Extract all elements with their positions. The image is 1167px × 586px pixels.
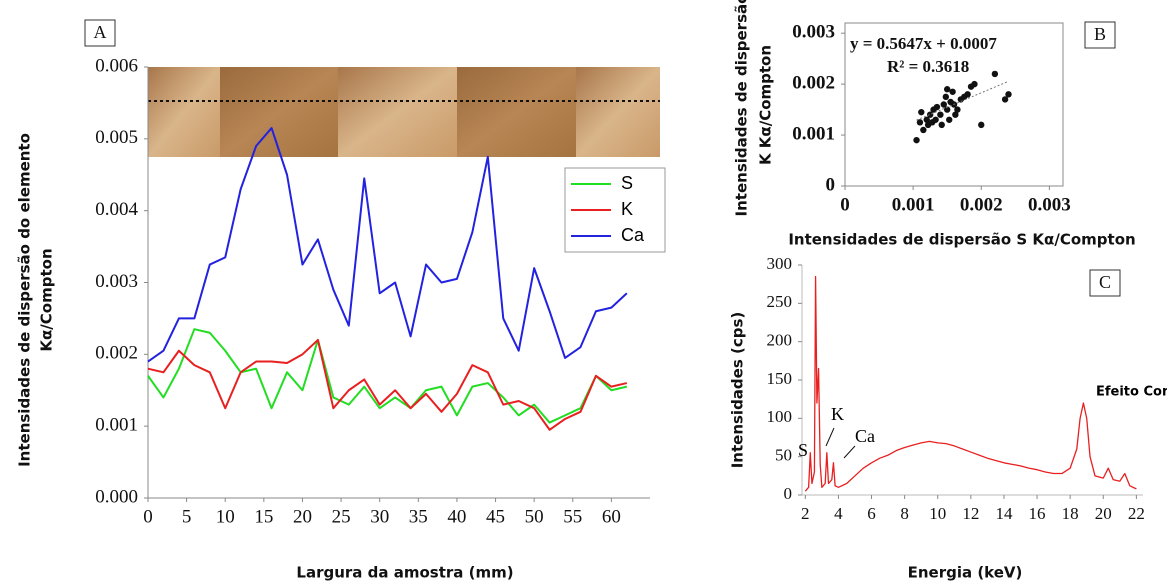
x-tick-label: 40 (447, 506, 466, 527)
y-tick-label: 0.001 (792, 123, 835, 144)
y-tick-label: 0.004 (95, 199, 138, 220)
point (932, 117, 938, 123)
point (978, 122, 984, 128)
x-tick-label: 0 (840, 194, 850, 215)
point (954, 106, 960, 112)
y-tick-label: 0.003 (95, 271, 138, 292)
x-axis-label: Intensidades de dispersão S Kα/Compton (788, 231, 1135, 249)
point (992, 71, 998, 77)
panel-label: C (1099, 272, 1111, 292)
x-tick-label: 4 (834, 504, 843, 523)
point (949, 89, 955, 95)
data-line (148, 329, 627, 422)
photo-strip (148, 67, 660, 157)
point (913, 137, 919, 143)
x-tick-label: 14 (995, 504, 1013, 523)
x-tick-label: 18 (1062, 504, 1079, 523)
x-tick-label: 12 (962, 504, 979, 523)
annotation: K (831, 404, 844, 424)
data-line (148, 128, 627, 361)
x-tick-label: 16 (1029, 504, 1046, 523)
annotation: Efeito Compton (1096, 385, 1167, 400)
x-tick-label: 0.003 (1028, 194, 1071, 215)
y-tick-label: 0.005 (95, 127, 138, 148)
x-tick-label: 10 (929, 504, 946, 523)
y-tick-label: 0.002 (95, 343, 138, 364)
equation: R² = 0.3618 (887, 57, 969, 76)
y-tick-label: 0.006 (95, 55, 138, 76)
y-tick-label: 0 (826, 174, 836, 195)
y-axis-label: Intensidades de dispersão do elemento (16, 133, 34, 467)
point (964, 91, 970, 97)
x-tick-label: 0 (143, 506, 153, 527)
data-line (148, 340, 627, 430)
x-tick-label: 50 (525, 506, 544, 527)
panel-label: B (1094, 24, 1106, 44)
x-tick-label: 15 (254, 506, 273, 527)
point (937, 111, 943, 117)
x-axis-label: Energia (keV) (908, 564, 1023, 582)
photo-segment (220, 67, 338, 157)
legend-label: S (621, 173, 633, 193)
x-tick-label: 5 (182, 506, 192, 527)
y-axis-label: Intensidades de dispersão (733, 0, 751, 216)
y-tick-label: 0.003 (792, 22, 835, 43)
x-tick-label: 35 (409, 506, 428, 527)
x-tick-label: 2 (801, 504, 810, 523)
chart-1: B 0 0.001 0.002 0.003 0 0.001 0.002 0.003 Intensi… (733, 0, 1136, 249)
annotation: S (798, 440, 808, 460)
y-tick-label: 50 (775, 446, 792, 465)
x-tick-label: 0.001 (892, 194, 935, 215)
point (1005, 91, 1011, 97)
y-axis-label: Intensidades (cps) (729, 312, 747, 469)
x-tick-label: 10 (216, 506, 235, 527)
x-tick-label: 55 (563, 506, 582, 527)
y-tick-label: 100 (767, 407, 793, 426)
y-tick-label: 200 (767, 331, 793, 350)
y-tick-label: 150 (767, 369, 793, 388)
x-tick-label: 60 (602, 506, 621, 527)
point (943, 94, 949, 100)
photo-segment (457, 67, 576, 157)
point (939, 122, 945, 128)
x-tick-label: 30 (370, 506, 389, 527)
x-axis-label: Largura da amostra (mm) (296, 564, 513, 582)
photo-segment (338, 67, 457, 157)
legend-label: Ca (621, 225, 645, 245)
y-tick-label: 0 (784, 484, 793, 503)
equation: y = 0.5647x + 0.0007 (850, 34, 997, 53)
photo-segment (148, 67, 220, 157)
chart-2: C 0 50 100 150 200 250 300 2 4 6 8 10 12 14 16 18 20 22 Ene… (729, 254, 1167, 582)
x-tick-label: 25 (332, 506, 351, 527)
point (934, 104, 940, 110)
data-line (805, 277, 1136, 492)
x-tick-label: 45 (486, 506, 505, 527)
y-tick-label: 250 (767, 292, 793, 311)
figure: A 0.000 0.001 0.002 0.003 0.004 0.005 0.006 0 5 10… (0, 0, 1167, 586)
x-tick-label: 20 (1095, 504, 1112, 523)
photo-segment (576, 67, 660, 157)
x-tick-label: 22 (1128, 504, 1145, 523)
x-tick-label: 20 (293, 506, 312, 527)
y-axis-label: K Kα/Compton (757, 45, 775, 165)
annotation: Ca (855, 426, 875, 446)
point (920, 127, 926, 133)
x-tick-label: 0.002 (960, 194, 1003, 215)
point (918, 109, 924, 115)
y-tick-label: 0.002 (792, 72, 835, 93)
y-tick-label: 0.000 (95, 486, 138, 507)
y-axis-label: Kα/Compton (38, 248, 56, 351)
point (971, 81, 977, 87)
arrow (826, 428, 834, 446)
x-tick-label: 8 (900, 504, 909, 523)
x-tick-label: 6 (867, 504, 876, 523)
y-tick-label: 300 (767, 254, 793, 273)
arrow (844, 446, 855, 458)
legend-label: K (621, 199, 633, 219)
point (946, 117, 952, 123)
point (944, 86, 950, 92)
y-tick-label: 0.001 (95, 415, 138, 436)
panel-label: A (94, 22, 107, 42)
